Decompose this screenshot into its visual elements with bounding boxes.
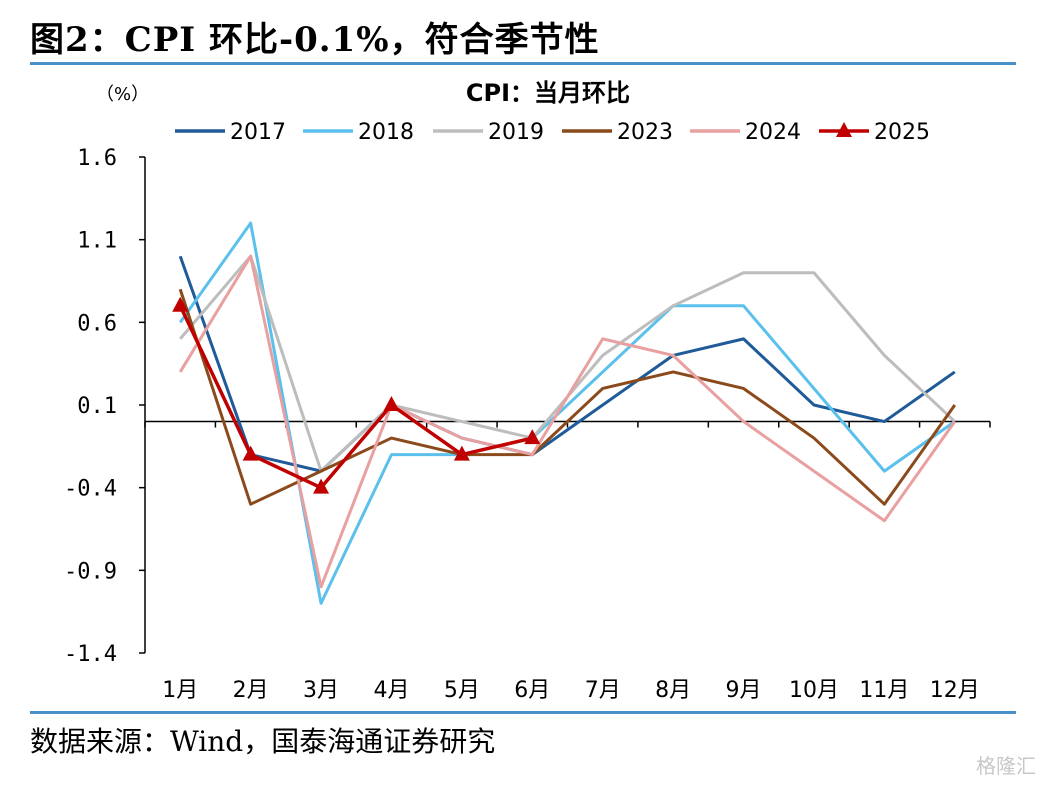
series-2019	[179, 254, 956, 473]
chart-title: CPI：当月环比	[466, 79, 630, 107]
data-point-2025	[172, 296, 189, 312]
x-tick-label: 1月	[162, 678, 198, 700]
plot-area	[172, 221, 957, 605]
series-2018	[178, 221, 956, 605]
legend-label: 2023	[617, 120, 673, 145]
legend-item-2018: 2018	[303, 120, 414, 145]
x-tick-label: 5月	[444, 678, 480, 700]
legend-label: 2019	[488, 120, 544, 145]
y-tick-label: 0.6	[77, 311, 117, 336]
legend-label: 2024	[745, 120, 801, 145]
series-2024	[178, 254, 957, 589]
series-line-2024	[178, 254, 957, 589]
data-point-2025	[383, 396, 400, 411]
data-point-2025	[313, 478, 330, 494]
x-tick-label: 7月	[585, 678, 621, 700]
x-tick-label: 11月	[859, 678, 909, 700]
series-2023	[178, 288, 957, 506]
legend-item-2023: 2023	[562, 120, 673, 145]
series-line-2025	[178, 305, 533, 490]
series-2017	[178, 255, 956, 473]
legend-item-2024: 2024	[690, 120, 801, 145]
series-line-2017	[178, 255, 956, 473]
axes: 1.6 1.1 0.6 0.1 -0.4 -0.9 -1.4 1月 2月 3月 4月 5月 6月 7月 8月…	[64, 146, 991, 700]
x-tick-label: 12月	[930, 678, 980, 700]
x-tick-label: 9月	[726, 678, 762, 700]
x-tick-label: 6月	[514, 678, 550, 700]
y-tick-label: 0.1	[77, 394, 117, 419]
y-tick-label: -1.4	[64, 642, 117, 667]
legend-item-2019: 2019	[433, 120, 544, 145]
x-tick-label: 4月	[373, 678, 409, 700]
legend-item-2017: 2017	[175, 120, 286, 145]
bottom-rule	[30, 711, 1016, 714]
top-rule	[30, 62, 1016, 65]
series-line-2018	[178, 221, 956, 605]
x-tick-label: 8月	[655, 678, 691, 700]
y-tick-label: 1.1	[77, 229, 117, 254]
y-tick-label: 1.6	[77, 146, 117, 171]
y-unit-label: （%）	[96, 84, 149, 105]
data-point-2025	[242, 445, 259, 461]
watermark: 格隆汇	[976, 754, 1036, 778]
legend-label: 2017	[230, 120, 286, 145]
x-tick-label: 2月	[233, 678, 269, 700]
legend-marker	[836, 122, 852, 137]
legend-label: 2018	[358, 120, 414, 145]
legend: 2017 2018 2019 2023 2024 2025	[175, 120, 930, 145]
source-note: 数据来源：Wind，国泰海通证券研究	[30, 725, 496, 758]
cpi-line-chart: （%） CPI：当月环比 2017 2018 2019 2023 2024 2025 1.…	[64, 79, 991, 700]
series-2025	[172, 296, 541, 494]
x-tick-label: 10月	[789, 678, 839, 700]
y-tick-label: -0.4	[64, 477, 117, 502]
series-line-2019	[179, 254, 956, 473]
legend-item-2025: 2025	[819, 120, 930, 145]
x-tick-label: 3月	[303, 678, 339, 700]
y-tick-label: -0.9	[64, 559, 117, 584]
data-point-2025	[453, 445, 470, 461]
legend-label: 2025	[874, 120, 930, 145]
data-point-2025	[524, 429, 541, 445]
figure-title: 图2：CPI 环比-0.1%，符合季节性	[30, 20, 600, 60]
series-line-2023	[178, 288, 957, 506]
